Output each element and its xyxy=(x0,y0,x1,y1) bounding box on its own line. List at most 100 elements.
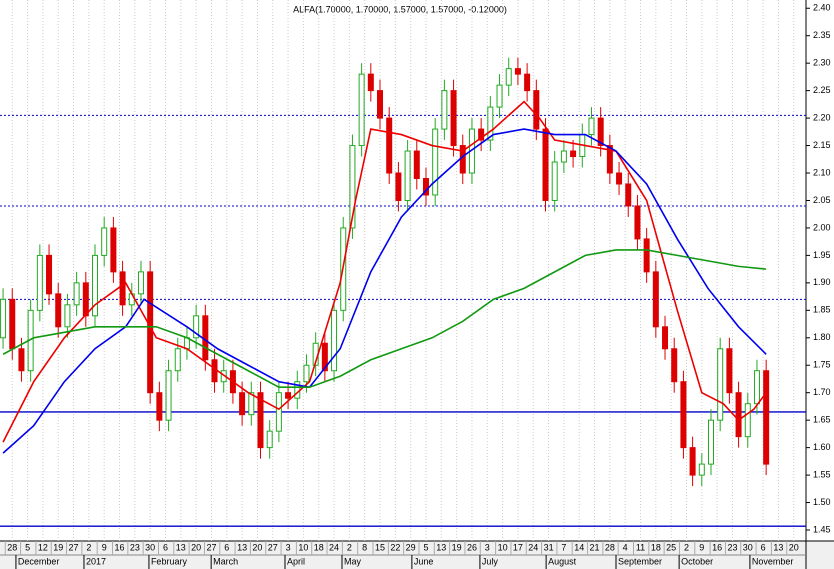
month-label: June xyxy=(414,556,434,566)
x-tick-label: 16 xyxy=(712,542,722,552)
candle-body xyxy=(73,282,80,306)
candle-body xyxy=(616,172,623,185)
y-tick-label: 2.30 xyxy=(813,58,831,68)
candle-body xyxy=(275,392,282,432)
candle-body xyxy=(285,392,292,399)
moving-average xyxy=(2,100,767,443)
x-tick-label: 28 xyxy=(7,542,17,552)
x-tick-label: 19 xyxy=(53,542,63,552)
x-tick-label: 20 xyxy=(789,542,799,552)
candle-body xyxy=(597,117,604,147)
y-tick-label: 1.70 xyxy=(813,387,831,397)
month-label: May xyxy=(344,556,362,566)
candle-body xyxy=(763,370,770,465)
y-tick-label: 2.00 xyxy=(813,222,831,232)
candle-body xyxy=(64,304,71,328)
x-tick-label: 28 xyxy=(605,542,615,552)
candle-body xyxy=(248,392,255,416)
candle-body xyxy=(542,128,549,201)
candle-body xyxy=(9,298,16,350)
x-tick-label: 27 xyxy=(69,542,79,552)
candle-body xyxy=(698,463,705,476)
candle-body xyxy=(0,298,7,339)
month-label: September xyxy=(618,556,662,566)
x-tick-label: 6 xyxy=(163,542,168,552)
candle-body xyxy=(377,90,384,119)
y-tick-label: 1.95 xyxy=(813,250,831,260)
month-label: July xyxy=(482,556,499,566)
x-tick-label: 19 xyxy=(452,542,462,552)
x-tick-label: 27 xyxy=(206,542,216,552)
plot-area xyxy=(0,0,806,541)
candle-body xyxy=(478,128,485,141)
candle-body xyxy=(717,348,724,421)
x-tick-label: 6 xyxy=(761,542,766,552)
x-tick-label: 10 xyxy=(498,542,508,552)
candle-body xyxy=(671,348,678,383)
candle-body xyxy=(753,370,760,405)
candle-body xyxy=(570,150,577,158)
candle-body xyxy=(505,68,512,86)
x-tick-label: 30 xyxy=(743,542,753,552)
moving-average xyxy=(2,128,767,454)
x-tick-label: 13 xyxy=(436,542,446,552)
candle-body xyxy=(156,392,163,421)
x-tick-label: 10 xyxy=(298,542,308,552)
candle-body xyxy=(92,254,99,317)
candle-body xyxy=(331,309,338,372)
candle-body xyxy=(404,150,411,201)
x-tick-label: 31 xyxy=(544,542,554,552)
y-tick-label: 2.05 xyxy=(813,195,831,205)
x-tick-label: 13 xyxy=(237,542,247,552)
y-tick-label: 1.75 xyxy=(813,360,831,370)
x-tick-label: 23 xyxy=(130,542,140,552)
y-tick-label: 1.60 xyxy=(813,442,831,452)
candle-body xyxy=(119,271,126,306)
x-tick-label: 24 xyxy=(329,542,339,552)
candle-body xyxy=(358,73,365,147)
candle-body xyxy=(662,326,669,350)
candle-body xyxy=(239,392,246,416)
candle-body xyxy=(726,348,733,394)
candle-body xyxy=(735,392,742,438)
x-tick-label: 16 xyxy=(115,542,125,552)
x-tick-label: 24 xyxy=(528,542,538,552)
y-tick-label: 2.40 xyxy=(813,3,831,13)
candle-body xyxy=(606,145,613,174)
x-tick-label: 5 xyxy=(423,542,428,552)
x-tick-label: 2 xyxy=(684,542,689,552)
candle-body xyxy=(18,348,25,372)
x-tick-label: 23 xyxy=(727,542,737,552)
x-tick-label: 14 xyxy=(574,542,584,552)
y-tick-label: 2.15 xyxy=(813,140,831,150)
month-label: April xyxy=(287,556,305,566)
candle-body xyxy=(165,370,172,421)
y-tick-label: 1.45 xyxy=(813,524,831,534)
candle-body xyxy=(441,90,448,130)
candle-body xyxy=(551,161,558,201)
candle-body xyxy=(652,271,659,328)
candle-body xyxy=(174,348,181,372)
candle-body xyxy=(367,73,374,92)
candle-body xyxy=(349,145,356,229)
y-tick-label: 1.65 xyxy=(813,415,831,425)
y-tick-label: 2.20 xyxy=(813,112,831,122)
y-tick-label: 1.50 xyxy=(813,497,831,507)
x-tick-label: 5 xyxy=(25,542,30,552)
candle-body xyxy=(321,342,328,372)
x-tick-label: 9 xyxy=(699,542,704,552)
x-tick-label: 29 xyxy=(406,542,416,552)
x-tick-label: 3 xyxy=(485,542,490,552)
y-tick-label: 2.25 xyxy=(813,85,831,95)
x-tick-label: 8 xyxy=(362,542,367,552)
candle-body xyxy=(101,227,108,256)
candle-body xyxy=(680,381,687,449)
x-tick-label: 11 xyxy=(636,542,645,552)
y-tick-label: 1.55 xyxy=(813,469,831,479)
x-tick-label: 22 xyxy=(390,542,400,552)
candle-body xyxy=(110,227,117,273)
moving-average xyxy=(2,249,767,389)
x-tick-label: 3 xyxy=(286,542,291,552)
